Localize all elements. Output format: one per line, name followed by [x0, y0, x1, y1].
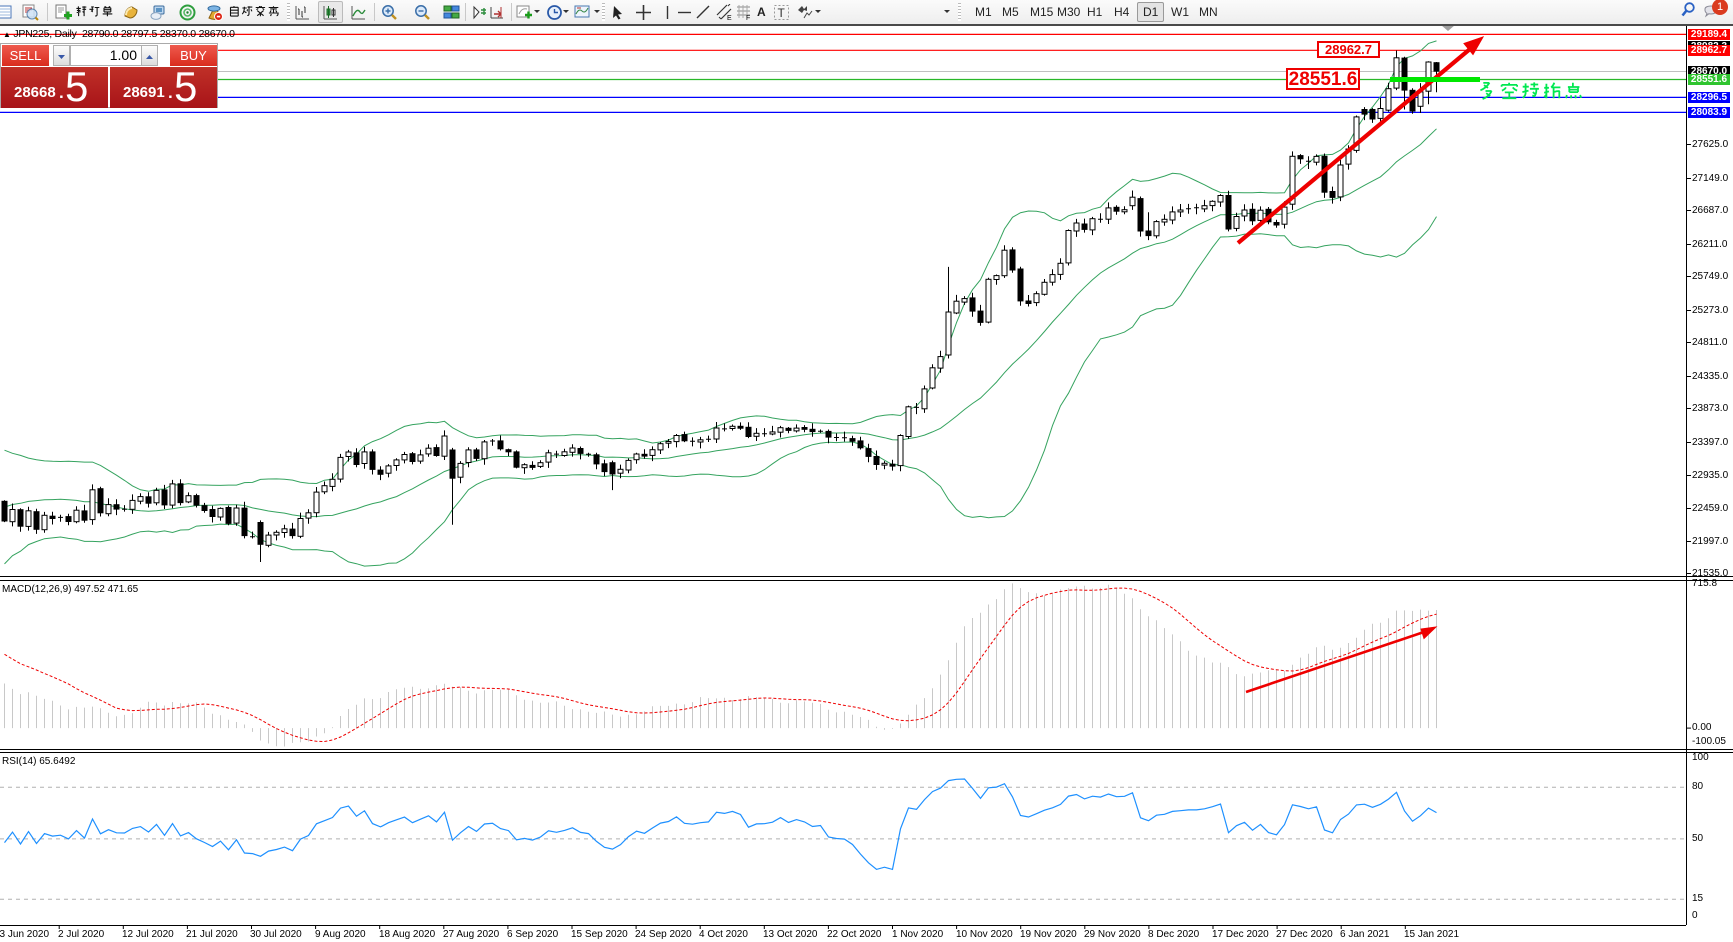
svg-text:F: F: [746, 15, 750, 21]
svg-text:E: E: [727, 15, 732, 21]
svg-text:T: T: [778, 6, 786, 20]
